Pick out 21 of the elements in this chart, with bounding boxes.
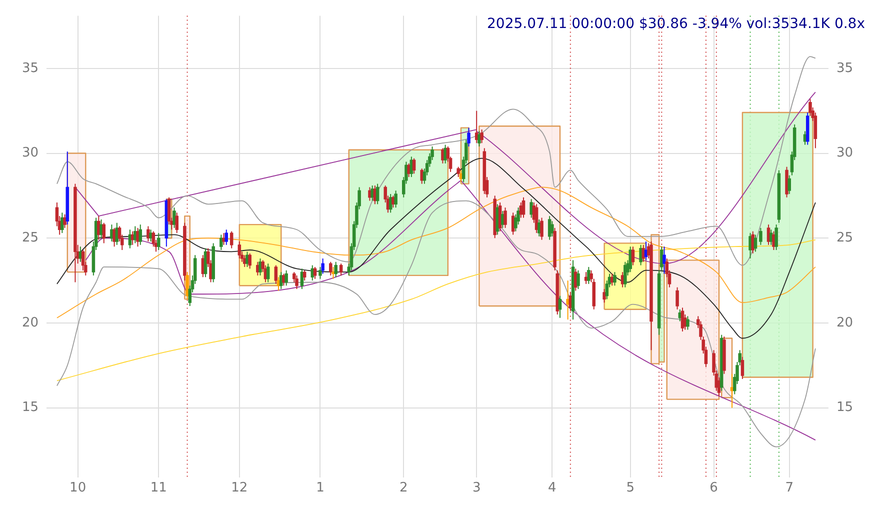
x-tick-label: 10 <box>70 480 86 496</box>
x-tick-label: 4 <box>548 480 556 496</box>
x-tick-label: 5 <box>626 480 635 496</box>
y2-tick-label: 30 <box>836 146 854 161</box>
x-tick-label: 12 <box>231 480 248 496</box>
y-tick-label: 25 <box>22 230 39 246</box>
x-tick-label: 3 <box>472 480 481 496</box>
x-tick-label: 11 <box>150 480 167 496</box>
y-tick-label: 35 <box>22 60 39 76</box>
chart-title: 2025.07.11 00:00:00 $30.86 -3.94% vol:3534.1K 0.8x <box>487 16 865 32</box>
y2-tick-label: 25 <box>836 230 854 246</box>
x-tick-label: 6 <box>710 480 718 496</box>
y2-tick-label: 35 <box>836 60 854 76</box>
y-tick-label: 30 <box>22 146 39 161</box>
y-tick-label: 15 <box>22 400 39 416</box>
y2-tick-label: 20 <box>836 315 854 330</box>
x-tick-label: 1 <box>316 480 324 496</box>
y2-tick-label: 15 <box>836 400 854 416</box>
y-tick-label: 20 <box>22 315 39 330</box>
x-tick-label: 2 <box>399 480 408 496</box>
x-tick-label: 7 <box>785 480 794 496</box>
